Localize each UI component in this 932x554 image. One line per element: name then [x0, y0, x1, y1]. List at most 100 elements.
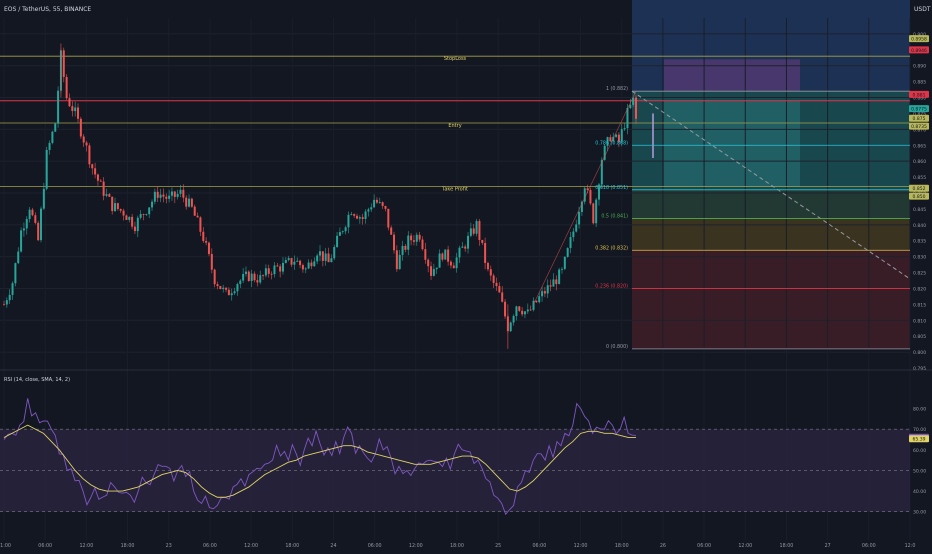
candle-body	[122, 210, 125, 216]
candle-body	[452, 265, 455, 269]
candle-body	[290, 258, 293, 265]
price-badge-label: 0.875	[913, 116, 926, 122]
candle-body	[156, 191, 159, 198]
candle-body	[344, 227, 347, 232]
candle-body	[31, 209, 34, 216]
candle-body	[213, 269, 216, 285]
time-axis-tick: 24	[330, 543, 336, 549]
candle-body	[518, 306, 521, 311]
candle-body	[136, 217, 139, 232]
candle-body	[5, 300, 8, 305]
time-axis-tick: 18:00	[615, 543, 629, 549]
price-badge	[909, 184, 929, 192]
candle-body	[233, 291, 236, 294]
candle-body	[375, 199, 378, 203]
candle-body	[82, 136, 85, 143]
price-axis-tick: 0.795	[913, 366, 926, 372]
candle-body	[336, 235, 339, 248]
time-axis-tick: 06:00	[862, 543, 876, 549]
candle-body	[583, 188, 586, 202]
candle-body	[635, 97, 637, 119]
candle-body	[478, 221, 481, 240]
candle-body	[333, 247, 336, 259]
candle-body	[74, 107, 77, 112]
candle-body	[99, 180, 102, 182]
candle-body	[242, 273, 245, 281]
price-axis-tick: 0.840	[913, 223, 926, 229]
candle-body	[182, 189, 185, 198]
candle-body	[210, 254, 213, 270]
time-axis-tick: 25	[495, 543, 501, 549]
rsi-axis-tick: 30.00	[913, 510, 926, 516]
horizontal-levels: StopLoss Entry Take Profit	[0, 55, 910, 193]
rsi-ma-line	[3, 424, 636, 498]
candle-body	[151, 201, 154, 208]
price-axis-tick: 0.855	[913, 175, 926, 181]
candle-body	[40, 208, 43, 241]
price-axis-tick: 0.885	[913, 80, 926, 86]
candle-body	[486, 262, 489, 270]
candle-body	[165, 196, 168, 199]
candle-body	[620, 129, 623, 142]
candle-body	[373, 199, 376, 208]
candle-body	[91, 164, 94, 169]
candle-body	[316, 255, 319, 262]
price-badge	[909, 192, 929, 200]
fib-label: 0.618 (0.851)	[595, 185, 628, 191]
level-label: Take Profit	[441, 187, 468, 193]
candle-body	[589, 190, 592, 204]
price-axis-tick: 0.820	[913, 286, 926, 292]
candle-body	[42, 188, 45, 209]
candle-body	[68, 98, 71, 107]
price-axis-tick: 0.860	[913, 159, 926, 165]
candle-body	[319, 251, 321, 256]
candle-body	[393, 234, 396, 251]
candle-body	[94, 168, 97, 175]
rsi-line	[3, 398, 637, 516]
price-badge	[909, 122, 929, 130]
candle-body	[572, 231, 575, 238]
candle-body	[472, 228, 475, 234]
candle-body	[407, 235, 410, 250]
price-badge-label: 0.8946	[911, 48, 927, 54]
candle-body	[14, 263, 17, 284]
fib-zone-0	[632, 91, 910, 146]
price-axis-tick: 0.865	[913, 143, 926, 149]
candle-body	[361, 217, 364, 219]
candle-body	[586, 188, 589, 191]
candle-body	[222, 287, 225, 290]
candle-body	[606, 137, 609, 146]
candle-body	[8, 294, 11, 301]
candle-body	[313, 261, 316, 267]
candle-body	[330, 258, 333, 263]
price-badge	[909, 114, 929, 122]
candle-body	[603, 145, 606, 160]
candle-body	[387, 208, 390, 228]
candle-body	[475, 221, 478, 234]
fib-label: 1 (0.882)	[606, 86, 628, 92]
candle-body	[57, 90, 60, 124]
candle-body	[580, 201, 583, 212]
candle-body	[526, 309, 529, 312]
candle-body	[512, 316, 515, 323]
candle-body	[205, 240, 208, 243]
time-axis-tick: 27	[825, 543, 831, 549]
candle-body	[22, 228, 25, 231]
candle-body	[430, 266, 433, 276]
candle-body	[253, 273, 256, 281]
candle-body	[356, 215, 359, 219]
candle-body	[111, 196, 114, 212]
candle-body	[202, 231, 205, 241]
candle-body	[62, 50, 65, 77]
candle-body	[492, 275, 495, 283]
time-axis-tick: 12:00	[574, 543, 588, 549]
candle-body	[304, 268, 307, 270]
time-axis-tick: 06:00	[38, 543, 52, 549]
currency-label: USDT	[914, 6, 931, 13]
candle-body	[276, 265, 279, 267]
candle-body	[162, 194, 165, 197]
time-axis-tick: 23	[166, 543, 172, 549]
time-axis-tick: 06:00	[203, 543, 217, 549]
rsi-axis-tick: 80.00	[913, 407, 926, 413]
